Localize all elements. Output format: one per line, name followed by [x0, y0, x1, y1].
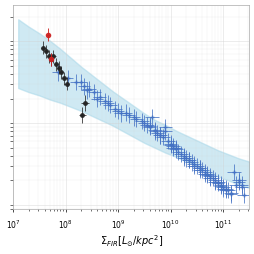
X-axis label: $\Sigma_{FIR}[L_{\odot}/kpc^2]$: $\Sigma_{FIR}[L_{\odot}/kpc^2]$ — [99, 233, 162, 248]
